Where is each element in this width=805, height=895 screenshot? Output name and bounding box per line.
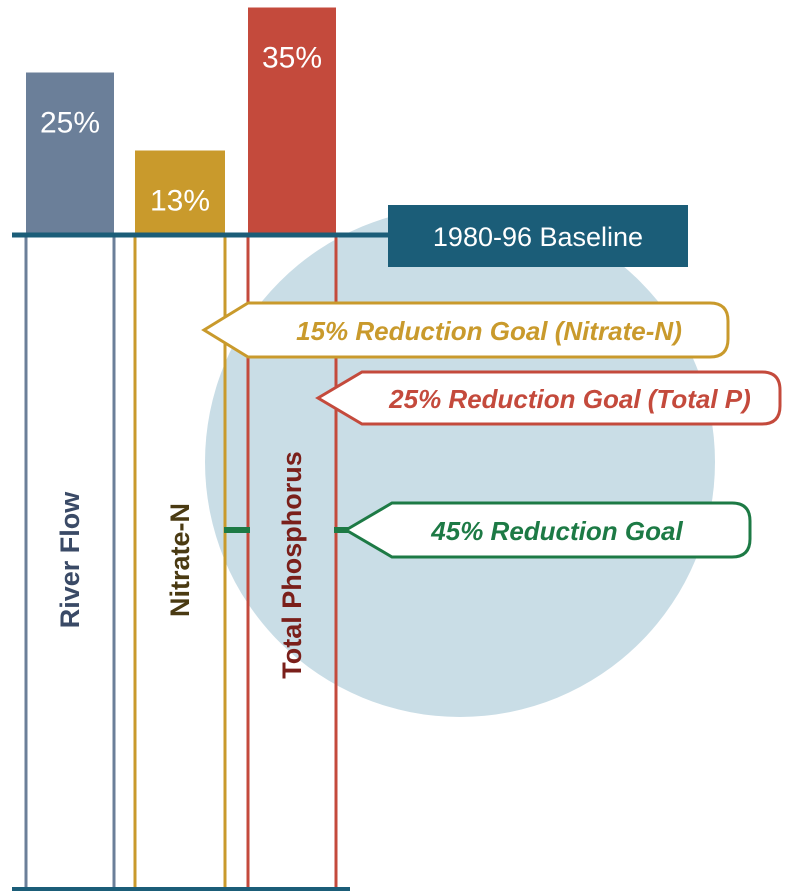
bar-group: 25% River Flow 13% Nitrate-N 35% Total Phosph… [24, 7, 338, 891]
baseline-label: 1980-96 Baseline [433, 222, 643, 252]
river-flow-category-label: River Flow [55, 491, 85, 629]
overall-goal-label: 45% Reduction Goal [430, 516, 683, 546]
nitrate-value-label: 13% [150, 185, 210, 218]
phosphorus-bar [248, 7, 336, 235]
nitrate-goal-callout: 15% Reduction Goal (Nitrate-N) [201, 301, 730, 359]
nitrate-goal-label: 15% Reduction Goal (Nitrate-N) [296, 316, 682, 346]
baseline-label-box: 1980-96 Baseline [388, 205, 688, 267]
phosphorus-goal-label: 25% Reduction Goal (Total P) [388, 384, 751, 414]
river-flow-bar [26, 72, 114, 235]
overall-goal-callout: 45% Reduction Goal [224, 501, 752, 559]
phosphorus-goal-callout: 25% Reduction Goal (Total P) [315, 370, 782, 426]
river-flow-value-label: 25% [40, 107, 100, 140]
nitrate-bar [135, 150, 225, 235]
phosphorus-category-label: Total Phosphorus [277, 451, 307, 679]
phosphorus-value-label: 35% [262, 42, 322, 75]
nitrate-category-label: Nitrate-N [165, 503, 195, 617]
